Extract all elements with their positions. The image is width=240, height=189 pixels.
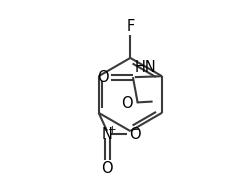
Text: −: − (131, 125, 139, 135)
Text: F: F (126, 19, 134, 34)
Text: N: N (102, 127, 113, 142)
Text: O: O (121, 96, 132, 112)
Text: O: O (129, 127, 141, 142)
Text: HN: HN (135, 60, 156, 75)
Text: O: O (97, 70, 109, 85)
Text: O: O (101, 161, 113, 176)
Text: +: + (108, 125, 117, 135)
